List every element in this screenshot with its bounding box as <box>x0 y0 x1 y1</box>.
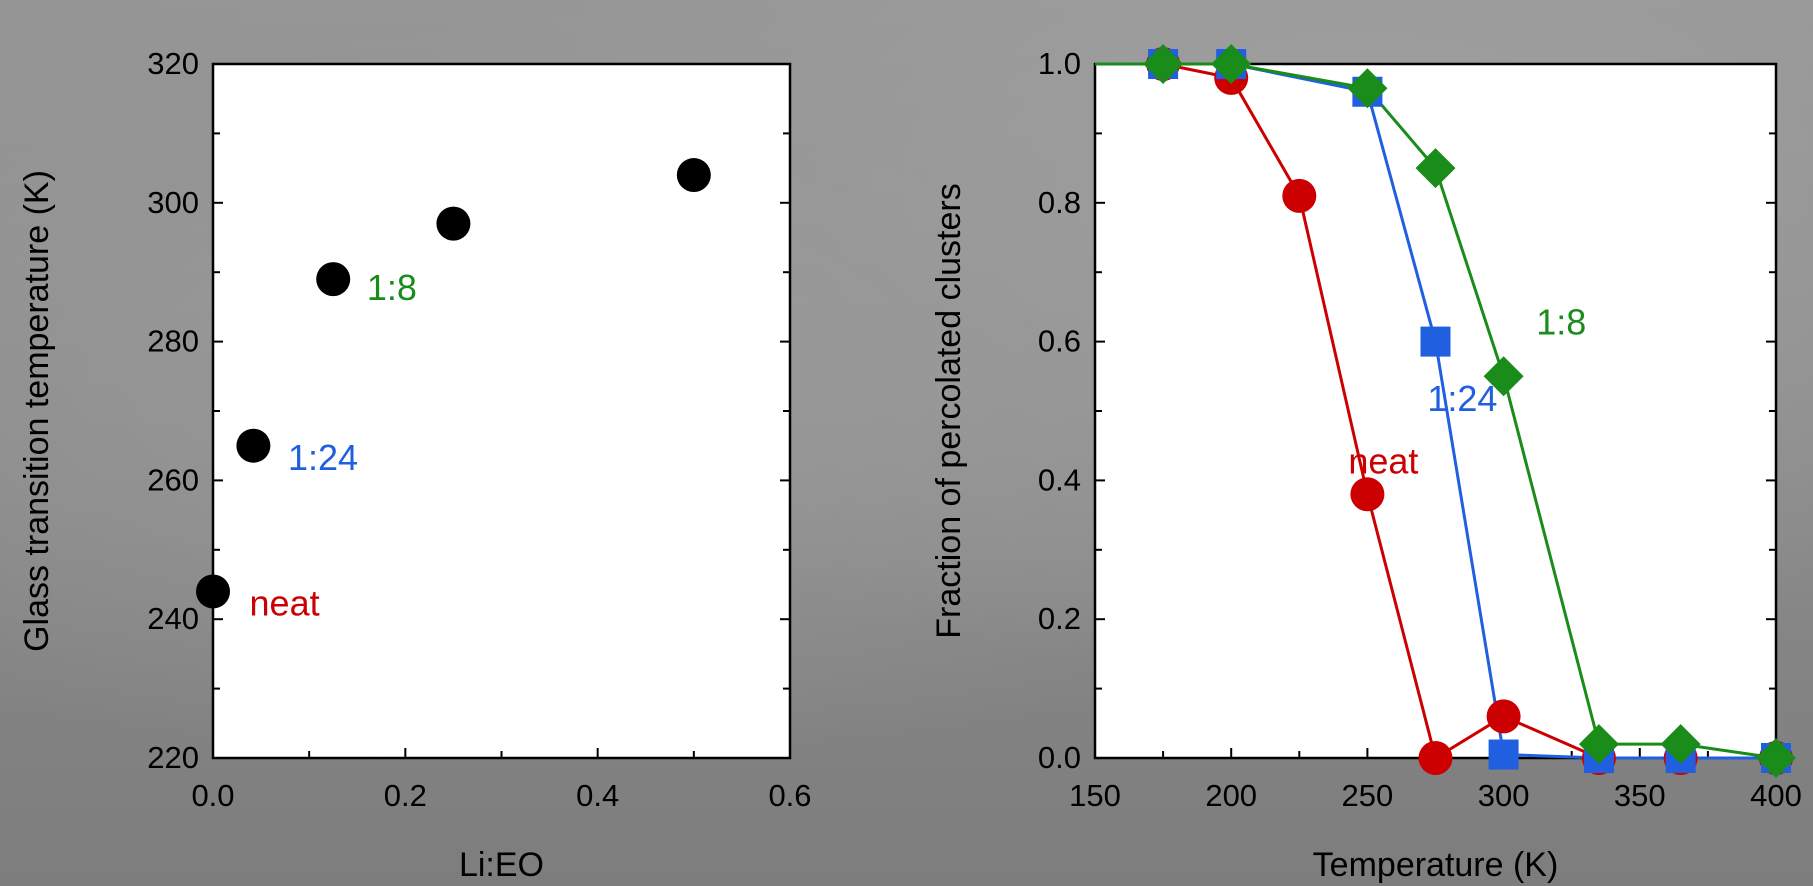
x-tick-label: 300 <box>1478 778 1530 813</box>
x-tick-label: 400 <box>1750 778 1802 813</box>
x-axis-label: Temperature (K) <box>1313 846 1559 884</box>
data-point <box>436 206 471 241</box>
x-tick-label: 0.2 <box>384 778 427 813</box>
x-tick-label: 350 <box>1614 778 1666 813</box>
marker-neat <box>1418 741 1453 775</box>
y-tick-label: 0.2 <box>1038 601 1081 636</box>
marker-1-8 <box>1483 356 1524 397</box>
y-tick-label: 0.4 <box>1038 462 1081 497</box>
x-tick-label: 0.0 <box>191 778 234 813</box>
y-tick-label: 1.0 <box>1038 46 1081 81</box>
y-axis-label: Fraction of percolated clusters <box>930 183 968 638</box>
marker-1-24 <box>1488 739 1519 770</box>
y-tick-label: 280 <box>147 324 199 359</box>
y-tick-label: 260 <box>147 462 199 497</box>
marker-1-8 <box>1415 148 1456 189</box>
x-tick-label: 0.6 <box>768 778 811 813</box>
data-point <box>236 428 271 463</box>
data-point <box>196 574 230 609</box>
marker-1-8 <box>1660 724 1701 765</box>
y-tick-label: 300 <box>147 185 199 220</box>
marker-neat <box>1350 477 1385 512</box>
marker-neat <box>1282 178 1317 213</box>
y-tick-label: 240 <box>147 601 199 636</box>
marker-1-24 <box>1420 326 1451 357</box>
y-tick-label: 0.8 <box>1038 185 1081 220</box>
annotation-neat: neat <box>1348 440 1418 481</box>
marker-1-8 <box>1211 44 1252 84</box>
tg-chart: 220 240 260 280 300 320 0.0 0.2 0.4 0.6 Li:EO Glass… <box>18 46 812 884</box>
data-point <box>676 158 711 193</box>
annotation-1-24: 1:24 <box>1427 378 1497 419</box>
percolation-chart: 0.0 0.2 0.4 0.6 0.8 1.0 150 200 250 300 350 400 Temp… <box>930 44 1802 884</box>
annotation-1-24: 1:24 <box>288 437 358 478</box>
data-point <box>316 262 351 297</box>
annotation-1-8: 1:8 <box>1536 302 1586 343</box>
y-tick-label: 220 <box>147 740 199 775</box>
y-tick-label: 0.6 <box>1038 324 1081 359</box>
x-tick-label: 150 <box>1069 778 1121 813</box>
marker-1-8 <box>1578 724 1619 765</box>
annotation-neat: neat <box>250 583 320 624</box>
x-tick-label: 200 <box>1205 778 1257 813</box>
marker-neat <box>1486 699 1521 734</box>
marker-1-8 <box>1756 738 1796 778</box>
y-tick-label: 0.0 <box>1038 740 1081 775</box>
marker-1-8 <box>1143 44 1184 84</box>
x-axis-label: Li:EO <box>459 846 544 884</box>
x-tick-label: 0.4 <box>576 778 619 813</box>
annotation-1-8: 1:8 <box>367 267 417 308</box>
y-axis-label: Glass transition temperature (K) <box>18 170 56 652</box>
marker-1-8 <box>1347 68 1388 109</box>
x-tick-label: 250 <box>1342 778 1394 813</box>
y-tick-label: 320 <box>147 46 199 81</box>
